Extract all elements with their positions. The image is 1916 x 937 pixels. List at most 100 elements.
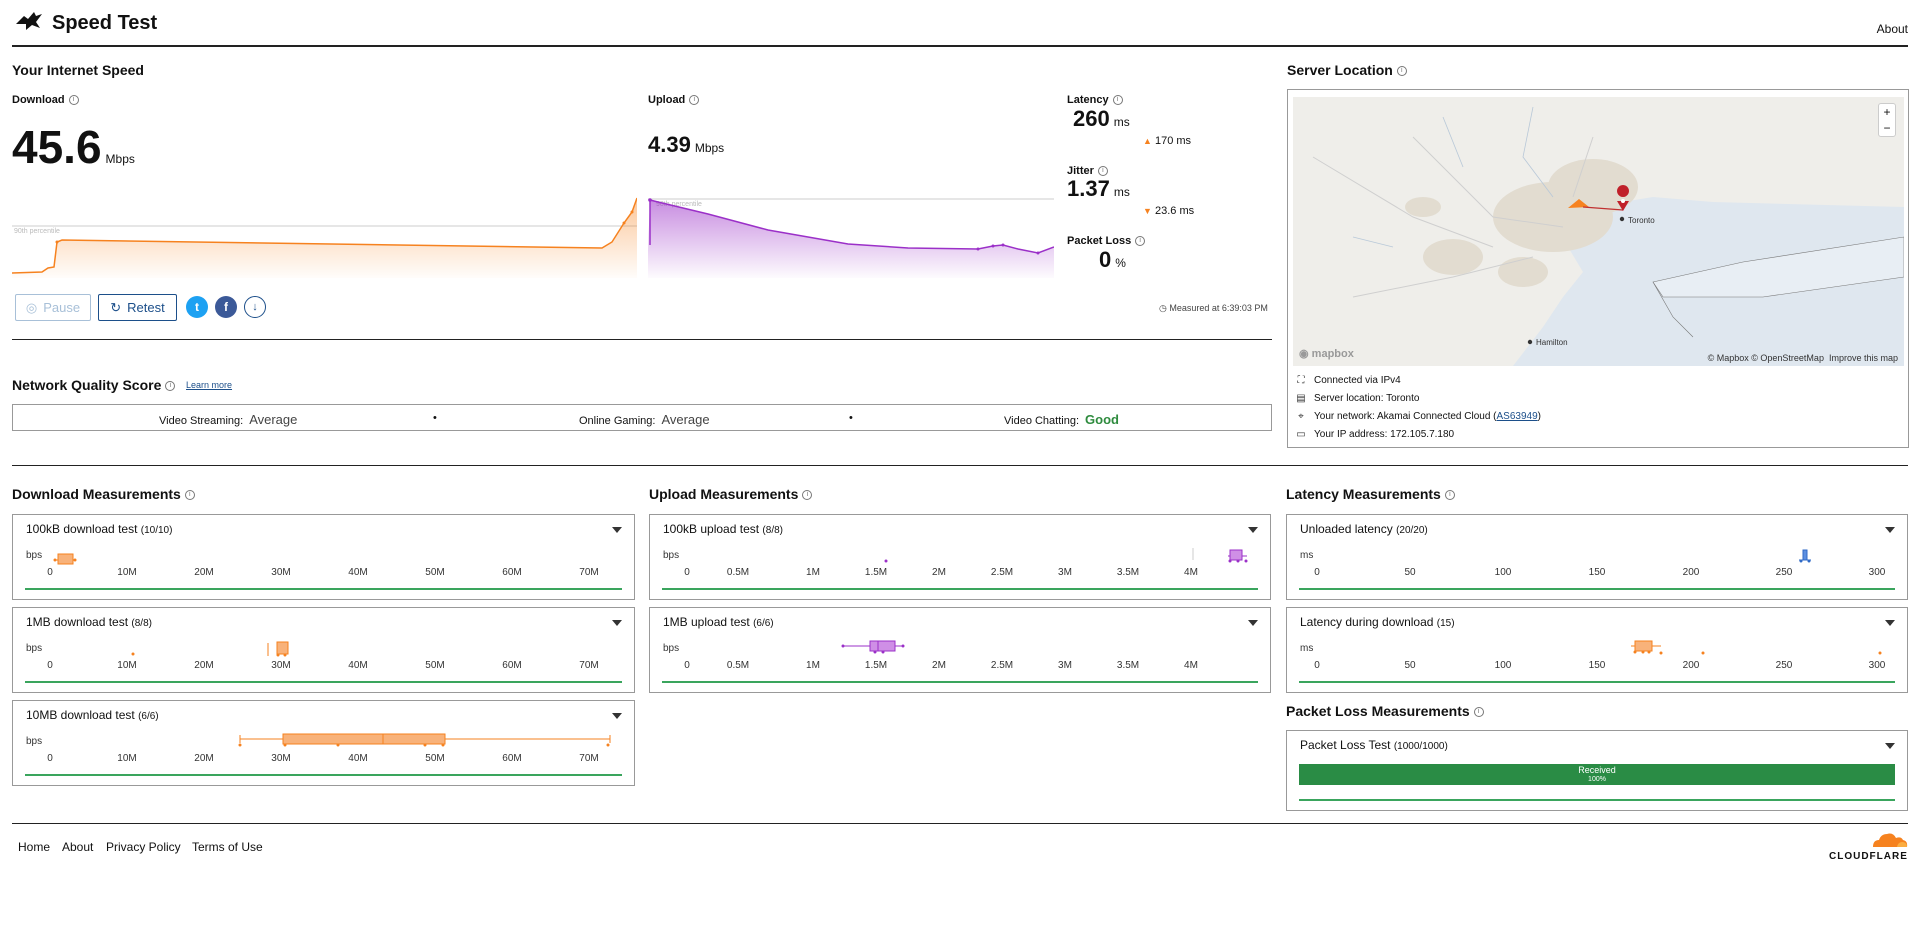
chevron-down-icon[interactable] xyxy=(612,620,622,626)
chevron-down-icon[interactable] xyxy=(1248,527,1258,533)
tick-label: 0 xyxy=(1314,567,1320,578)
upload-1mb-boxplot xyxy=(841,640,905,654)
packet-loss-measurements-title: Packet Loss Measurements i xyxy=(1286,703,1484,719)
twitter-share-icon[interactable]: t xyxy=(186,296,208,318)
pause-button[interactable]: ◎ Pause xyxy=(15,294,91,321)
zoom-in-button[interactable]: + xyxy=(1883,105,1891,119)
chevron-down-icon[interactable] xyxy=(1885,527,1895,533)
clock-icon: ◷ xyxy=(1159,303,1167,313)
info-icon[interactable]: i xyxy=(1444,490,1455,501)
tick-label: 300 xyxy=(1868,660,1886,671)
tick-label: 0 xyxy=(47,660,53,671)
packet-loss-label: Packet Loss i xyxy=(1067,235,1146,247)
map-city-label: Toronto xyxy=(1628,216,1655,225)
latency-during-download-card[interactable]: Latency during download (15) ms 0 50 100… xyxy=(1286,607,1908,693)
info-icon[interactable]: i xyxy=(1473,707,1484,718)
download-1mb-boxplot xyxy=(131,641,289,657)
footer-terms-link[interactable]: Terms of Use xyxy=(192,840,263,854)
progress-line xyxy=(662,681,1258,683)
tick-label: 60M xyxy=(502,753,522,764)
tick-label: 0.5M xyxy=(726,567,750,578)
footer-home-link[interactable]: Home xyxy=(18,840,51,854)
test-title: 100kB upload test (8/8) xyxy=(663,522,783,536)
tick-label: 200 xyxy=(1682,660,1700,671)
tick-label: 4M xyxy=(1184,660,1198,671)
info-icon[interactable]: i xyxy=(165,381,176,392)
tick-label: 50M xyxy=(425,660,445,671)
latency-during-download-boxplot xyxy=(1631,640,1882,655)
about-link[interactable]: About xyxy=(1876,22,1908,36)
test-title: Packet Loss Test (1000/1000) xyxy=(1300,738,1448,752)
info-icon[interactable]: i xyxy=(1097,166,1108,177)
axis-unit: ms xyxy=(1300,550,1314,561)
chevron-down-icon[interactable] xyxy=(612,527,622,533)
jitter-value: 1.37 ms xyxy=(1067,176,1130,201)
upload-1mb-card[interactable]: 1MB upload test (6/6) bps 0 0.5M 1M 1.5M… xyxy=(649,607,1271,693)
tick-label: 60M xyxy=(502,567,522,578)
footer-about-link[interactable]: About xyxy=(62,840,94,854)
info-icon[interactable]: i xyxy=(68,95,79,106)
info-icon[interactable]: i xyxy=(1135,236,1146,247)
page-title: Speed Test xyxy=(52,12,158,34)
main-divider xyxy=(12,465,1908,466)
upload-value: 4.39 Mbps xyxy=(648,132,725,157)
test-title: Latency during download (15) xyxy=(1300,615,1455,629)
server-map[interactable]: Toronto Hamilton + − ◉ mapbox © Mapbox ©… xyxy=(1293,97,1904,366)
tick-label: 2M xyxy=(932,660,946,671)
download-10mb-card[interactable]: 10MB download test (6/6) bps 0 10M 20M 3… xyxy=(12,700,635,786)
progress-line xyxy=(25,774,622,776)
info-icon[interactable]: i xyxy=(184,490,195,501)
tick-label: 250 xyxy=(1775,567,1793,578)
network-row: ⌖ Your network: Akamai Connected Cloud (A… xyxy=(1296,411,1541,422)
mapbox-logo[interactable]: ◉ mapbox xyxy=(1299,348,1354,360)
upload-percentile-label: 90th percentile xyxy=(656,201,702,208)
info-icon[interactable]: i xyxy=(802,490,813,501)
learn-more-link[interactable]: Learn more xyxy=(186,380,233,390)
upload-label: Upload i xyxy=(648,94,700,106)
tick-label: 4M xyxy=(1184,567,1198,578)
packet-loss-card[interactable]: Packet Loss Test (1000/1000) Received 10… xyxy=(1286,730,1908,811)
tick-label: 10M xyxy=(117,567,137,578)
nq-scores: Video Streaming: Average • Online Gaming:… xyxy=(12,404,1272,431)
tick-label: 100 xyxy=(1494,660,1512,671)
nq-separator: • xyxy=(433,412,437,424)
speed-divider xyxy=(12,339,1272,340)
latency-unloaded-card[interactable]: Unloaded latency (20/20) ms 0 50 100 150… xyxy=(1286,514,1908,600)
upload-100kb-card[interactable]: 100kB upload test (8/8) bps 0 0.5M 1M 1.… xyxy=(649,514,1271,600)
info-icon[interactable]: i xyxy=(1112,95,1123,106)
footer-privacy-link[interactable]: Privacy Policy xyxy=(106,840,181,854)
nq-video-streaming: Video Streaming: Average xyxy=(159,412,298,427)
chevron-down-icon[interactable] xyxy=(1885,620,1895,626)
download-1mb-card[interactable]: 1MB download test (8/8) bps 0 10M 20M 30… xyxy=(12,607,635,693)
map-attribution[interactable]: © Mapbox © OpenStreetMap Improve this ma… xyxy=(1707,353,1898,363)
download-100kb-card[interactable]: 100kB download test (10/10) bps 0 10M 20… xyxy=(12,514,635,600)
download-results-icon[interactable]: ↓ xyxy=(244,296,266,318)
tick-label: 300 xyxy=(1868,567,1886,578)
connected-row: ⛶ Connected via IPv4 xyxy=(1297,375,1401,386)
asn-link[interactable]: AS63949 xyxy=(1496,411,1538,422)
info-icon[interactable]: i xyxy=(1396,66,1407,77)
tick-label: 2M xyxy=(932,567,946,578)
chevron-down-icon[interactable] xyxy=(1885,743,1895,749)
map-pin-icon xyxy=(1617,185,1630,211)
facebook-share-icon[interactable]: f xyxy=(215,296,237,318)
chevron-down-icon[interactable] xyxy=(1248,620,1258,626)
download-10mb-boxplot xyxy=(238,733,611,747)
logo-icon xyxy=(14,10,44,39)
retest-button[interactable]: ↻ Retest xyxy=(98,294,177,321)
info-icon[interactable]: i xyxy=(689,95,700,106)
latency-loaded: ▲ 170 ms xyxy=(1143,135,1192,147)
internet-speed-title: Your Internet Speed xyxy=(12,62,144,78)
map-city2-label: Hamilton xyxy=(1536,338,1568,347)
chevron-down-icon[interactable] xyxy=(612,713,622,719)
jitter-label: Jitter i xyxy=(1067,165,1108,177)
tick-label: 50M xyxy=(425,753,445,764)
test-title: 100kB download test (10/10) xyxy=(26,522,173,536)
nq-video-chatting: Video Chatting: Good xyxy=(1004,412,1119,427)
tick-label: 50 xyxy=(1404,567,1416,578)
download-value: 45.6 Mbps xyxy=(12,121,135,173)
zoom-out-button[interactable]: − xyxy=(1883,121,1891,135)
tick-label: 60M xyxy=(502,660,522,671)
tick-label: 50M xyxy=(425,567,445,578)
download-measurements-title: Download Measurements i xyxy=(12,486,195,502)
